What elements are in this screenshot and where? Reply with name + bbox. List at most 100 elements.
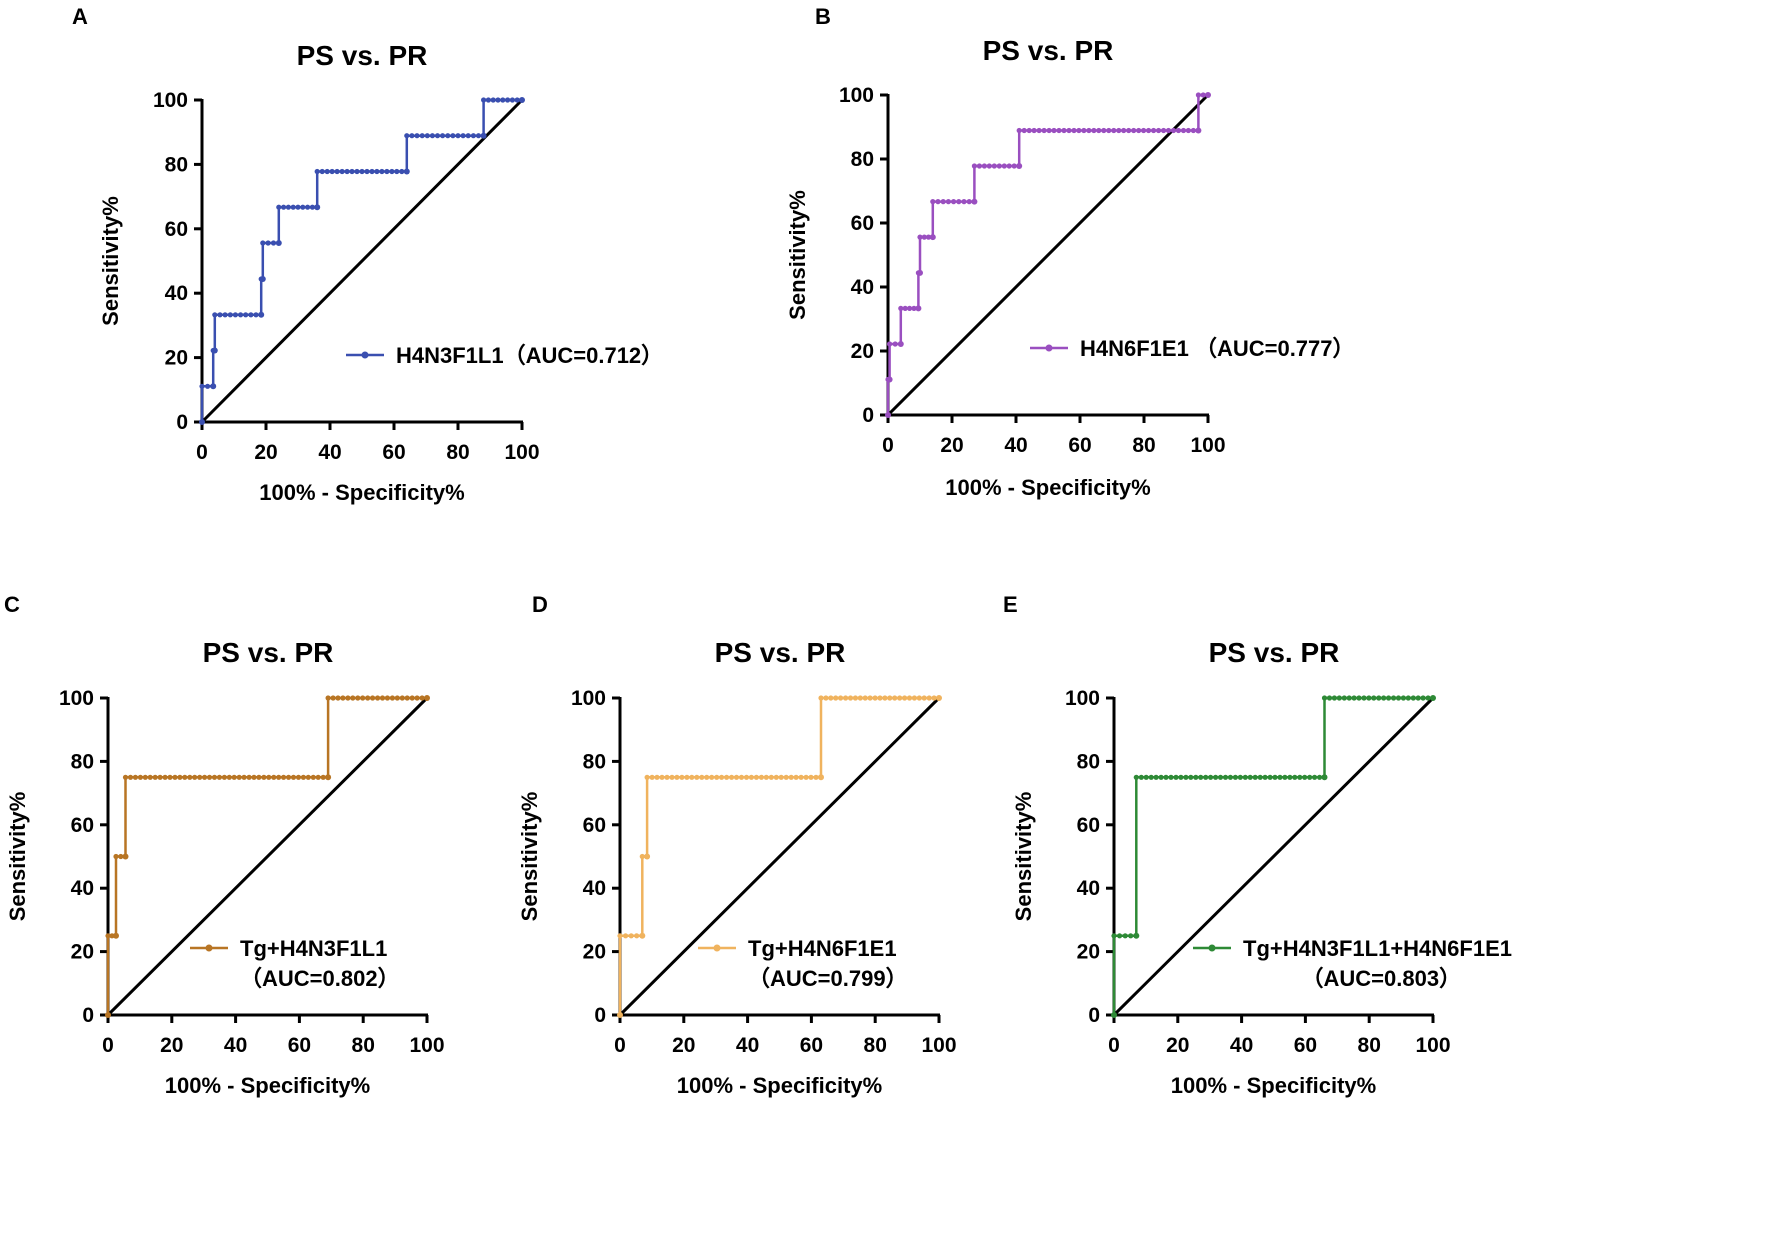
roc-point-a (222, 312, 228, 318)
roc-point-d (793, 774, 799, 780)
roc-point-e (1376, 695, 1382, 701)
legend-label-e: Tg+H4N3F1L1+H4N6F1E1 (1243, 936, 1512, 961)
roc-point-b (1161, 127, 1167, 134)
legend-label-a: H4N3F1L1（AUC=0.712） (396, 343, 663, 368)
roc-point-b (1011, 163, 1017, 169)
roc-point-b (991, 163, 997, 169)
roc-point-c (360, 695, 366, 701)
x-tick-label-a-80: 80 (446, 441, 469, 464)
roc-point-e (1222, 774, 1229, 780)
x-tick-label-c-0: 0 (102, 1034, 114, 1057)
roc-point-a (419, 133, 425, 139)
x-axis-label-b: 100% - Specificity% (945, 475, 1150, 500)
y-tick-label-b-40: 40 (851, 276, 874, 299)
roc-point-b (1185, 127, 1191, 134)
roc-point-b (1170, 127, 1177, 134)
roc-point-c (261, 774, 267, 780)
roc-point-b (1101, 127, 1107, 134)
roc-point-d (818, 695, 824, 701)
chart-title-a: PS vs. PR (297, 40, 428, 71)
roc-point-c (345, 695, 351, 701)
roc-point-a (217, 312, 223, 318)
roc-point-d (818, 774, 824, 781)
roc-point-c (325, 774, 332, 781)
roc-point-e (1237, 774, 1243, 780)
y-tick-label-d-80: 80 (583, 750, 606, 773)
roc-point-e (1297, 774, 1303, 780)
roc-point-c (340, 695, 346, 701)
roc-point-e (1321, 695, 1328, 701)
roc-point-b (961, 199, 967, 205)
roc-point-e (1391, 695, 1397, 701)
roc-point-b (907, 305, 913, 311)
roc-point-e (1400, 695, 1406, 701)
roc-point-b (966, 199, 972, 205)
x-axis-label-a: 100% - Specificity% (259, 480, 464, 505)
roc-point-d (634, 933, 640, 939)
chart-title-d: PS vs. PR (715, 637, 846, 668)
y-tick-label-a-100: 100 (153, 89, 188, 112)
roc-point-a (227, 312, 233, 318)
roc-point-e (1272, 774, 1278, 780)
roc-point-c (276, 774, 282, 780)
roc-point-c (127, 774, 134, 780)
roc-point-b (917, 269, 923, 276)
x-tick-label-d-0: 0 (614, 1034, 626, 1057)
roc-point-e (1133, 932, 1140, 939)
roc-point-c (335, 695, 341, 701)
roc-point-a (481, 97, 487, 103)
roc-point-c (379, 695, 386, 701)
roc-point-b (1076, 127, 1082, 134)
roc-point-c (122, 853, 129, 860)
legend-label-b: H4N6F1E1 （AUC=0.777） (1080, 336, 1355, 361)
roc-point-a (253, 312, 259, 318)
roc-point-d (684, 774, 690, 780)
roc-point-a (414, 133, 420, 139)
roc-point-c (419, 695, 425, 701)
roc-point-e (1336, 695, 1342, 701)
roc-point-b (921, 234, 927, 240)
x-tick-label-b-80: 80 (1132, 434, 1155, 457)
roc-point-b (1106, 127, 1112, 134)
roc-point-d (639, 932, 646, 939)
roc-point-d (887, 695, 893, 701)
roc-point-a (243, 312, 249, 318)
roc-point-a (440, 133, 446, 139)
roc-point-c (221, 774, 227, 780)
roc-point-a (334, 168, 340, 175)
roc-point-a (354, 168, 360, 175)
roc-point-a (295, 204, 301, 210)
roc-point-a (500, 97, 506, 103)
roc-point-e (1111, 1012, 1117, 1018)
roc-point-d (748, 774, 755, 780)
reference-diagonal-b (886, 93, 1210, 417)
roc-point-a (404, 133, 410, 139)
roc-point-c (310, 774, 316, 780)
chart-title-c: PS vs. PR (203, 637, 334, 668)
roc-point-e (1257, 774, 1263, 780)
roc-point-c (246, 774, 252, 780)
roc-point-a (445, 133, 451, 139)
roc-point-e (1193, 774, 1199, 780)
roc-point-b (1071, 127, 1077, 134)
roc-point-c (404, 695, 410, 701)
roc-point-a (281, 204, 287, 210)
roc-point-e (1173, 774, 1179, 780)
roc-point-b (1205, 92, 1211, 98)
y-axis-label-b: Sensitivity% (785, 190, 810, 320)
roc-point-b (1136, 127, 1142, 134)
roc-point-e (1307, 774, 1313, 780)
x-tick-label-a-100: 100 (504, 441, 539, 464)
roc-point-a (212, 312, 218, 318)
roc-point-a (238, 312, 244, 318)
roc-point-b (1061, 127, 1067, 134)
roc-point-c (281, 774, 287, 780)
roc-point-c (142, 774, 148, 780)
x-tick-label-a-40: 40 (318, 441, 341, 464)
roc-point-b (1041, 127, 1047, 134)
roc-point-a (259, 276, 266, 282)
roc-point-c (137, 774, 143, 780)
roc-point-e (1262, 774, 1268, 780)
roc-point-e (1128, 933, 1134, 939)
